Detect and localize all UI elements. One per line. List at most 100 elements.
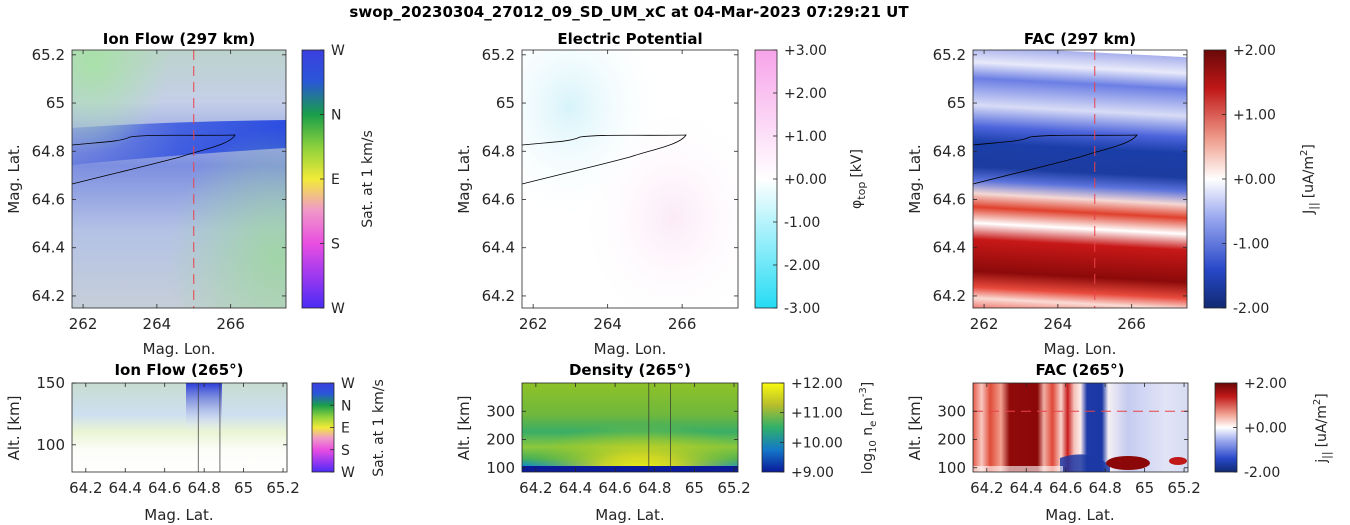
x-tick-label: 65 xyxy=(685,479,704,497)
colorbar-tick-label: E xyxy=(331,172,340,188)
x-tick-label: 266 xyxy=(1117,315,1146,333)
y-axis: 100 150 xyxy=(36,374,287,454)
panel-title: FAC (297 km) xyxy=(1024,30,1136,48)
colorbar-tick-label: N xyxy=(341,398,351,414)
x-tick-label: 262 xyxy=(519,315,548,333)
colorbar-tick-label: +12.00 xyxy=(791,376,843,392)
y-tick-label: 100 xyxy=(937,459,966,477)
colorbar: +2.00 +0.00 -2.00 j||[uA/m2] xyxy=(1214,376,1333,481)
y-tick-label: 65.2 xyxy=(482,46,515,64)
y-tick-label: 65.2 xyxy=(933,46,966,64)
x-tick-label: 64.6 xyxy=(1049,479,1082,497)
y-axis-label: Alt. [km] xyxy=(5,396,23,461)
heatmap-field xyxy=(522,50,738,308)
x-tick-label: 64.6 xyxy=(598,479,631,497)
y-axis-label: Alt. [km] xyxy=(906,396,924,461)
contour-line xyxy=(521,134,687,185)
x-tick-label: 64.2 xyxy=(970,479,1003,497)
colorbar-tick-label: +0.00 xyxy=(1233,172,1276,188)
y-axis-label: Alt. [km] xyxy=(455,396,473,461)
y-tick-label: 64.2 xyxy=(933,287,966,305)
y-tick-label: 64.6 xyxy=(933,190,966,208)
y-tick-label: 65 xyxy=(46,94,65,112)
x-tick-label: 65.2 xyxy=(717,479,750,497)
y-tick-label: 65.2 xyxy=(32,46,65,64)
x-tick-label: 65 xyxy=(1135,479,1154,497)
x-tick-label: 264 xyxy=(143,315,172,333)
heatmap-field xyxy=(72,50,286,308)
cut-lines xyxy=(648,383,671,472)
x-tick-label: 64.2 xyxy=(69,479,102,497)
colorbar: +12.00 +11.00 +10.00 +9.00 log10 ne [m-3] xyxy=(761,376,879,481)
figure-title: swop_20230304_27012_09_SD_UM_xC at 04-Ma… xyxy=(349,3,909,21)
y-tick-label: 64.4 xyxy=(482,239,515,257)
colorbar-tick-label: +11.00 xyxy=(791,406,843,422)
x-tick-label: 262 xyxy=(69,315,98,333)
panel-fac-map: FAC (297 km) 262 264 266 64.2 64.4 64.6 64.8 6… xyxy=(906,30,1320,358)
y-tick-label: 65 xyxy=(496,94,515,112)
y-axis-label: Mag. Lat. xyxy=(906,144,924,213)
colorbar-tick-label: +9.00 xyxy=(791,465,834,481)
colorbar-label: log10 ne [m-3] xyxy=(858,382,879,475)
panel-title: Electric Potential xyxy=(557,30,702,48)
x-axis-label: Mag. Lat. xyxy=(144,506,213,524)
y-tick-label: 65 xyxy=(947,94,966,112)
colorbar-tick-label: W xyxy=(331,301,345,317)
panel-title: FAC (265°) xyxy=(1036,361,1125,379)
x-axis-label: Mag. Lon. xyxy=(143,340,216,358)
x-tick-label: 264 xyxy=(1044,315,1073,333)
y-tick-label: 64.2 xyxy=(32,287,65,305)
y-tick-label: 200 xyxy=(937,431,966,449)
colorbar-label: Sat. at 1 km/s xyxy=(371,379,387,477)
colorbar-tick-label: +1.00 xyxy=(1233,108,1276,124)
x-tick-label: 262 xyxy=(970,315,999,333)
colorbar: +2.00 +1.00 +0.00 -1.00 -2.00 J||[uA/m2] xyxy=(1203,43,1320,317)
x-tick-label: 64.4 xyxy=(1010,479,1043,497)
colorbar-label: j||[uA/m2] xyxy=(1312,393,1333,463)
colorbar-tick-label: W xyxy=(341,376,355,392)
y-tick-label: 64.4 xyxy=(32,239,65,257)
colorbar: +3.00 +2.00 +1.00 +0.00 -1.00 -2.00 -3.00 φtop… xyxy=(754,43,868,317)
colorbar-tick-label: E xyxy=(341,421,350,437)
heatmap-field xyxy=(973,50,1187,308)
x-axis: 64.2 64.4 64.6 64.8 65 65.2 xyxy=(970,383,1201,497)
y-tick-label: 64.6 xyxy=(32,190,65,208)
y-tick-label: 64.8 xyxy=(32,142,65,160)
panel-electric-potential: Electric Potential 262 264 266 64.264.464.… xyxy=(455,30,868,358)
colorbar-tick-label: +2.00 xyxy=(1244,376,1287,392)
colorbar-tick-label: +3.00 xyxy=(784,43,827,59)
panel-ion-flow-map: Ion Flow (297 km) 262 264 266 64.2 64.4 64.6… xyxy=(5,30,376,358)
x-axis: 262 264 266 xyxy=(69,50,245,333)
x-tick-label: 64.4 xyxy=(559,479,592,497)
colorbar-tick-label: -3.00 xyxy=(784,301,820,317)
x-tick-label: 64.4 xyxy=(109,479,142,497)
x-tick-label: 65 xyxy=(234,479,253,497)
colorbar-tick-label: W xyxy=(341,465,355,481)
colorbar-tick-label: +2.00 xyxy=(784,86,827,102)
axes-box xyxy=(521,382,739,473)
x-tick-label: 64.2 xyxy=(519,479,552,497)
y-tick-label: 300 xyxy=(937,402,966,420)
x-axis: 64.2 64.4 64.6 64.8 65 65.2 xyxy=(69,383,300,497)
x-axis-label: Mag. Lon. xyxy=(594,340,667,358)
x-tick-label: 64.6 xyxy=(148,479,181,497)
panel-ion-flow-altitude: Ion Flow (265°) 64.2 64.4 64.6 64.8 65 65.2 1… xyxy=(5,361,387,524)
colorbar: W N E S W Sat. at 1 km/s xyxy=(301,43,376,317)
colorbar-tick-label: +2.00 xyxy=(1233,43,1276,59)
y-tick-label: 100 xyxy=(36,436,65,454)
y-tick-label: 64.8 xyxy=(933,142,966,160)
axes-box xyxy=(972,382,1189,473)
colorbar-tick-label: +10.00 xyxy=(791,435,843,451)
panel-title: Ion Flow (297 km) xyxy=(103,30,255,48)
colorbar-label: J||[uA/m2] xyxy=(1299,144,1320,215)
y-axis-label: Mag. Lat. xyxy=(5,144,23,213)
x-tick-label: 65.2 xyxy=(266,479,299,497)
heatmap-field xyxy=(973,383,1188,472)
colorbar-tick-label: N xyxy=(331,108,341,124)
y-axis: 64.2 64.4 64.6 64.8 65 65.2 xyxy=(32,46,286,305)
colorbar-tick-label: W xyxy=(331,43,345,59)
y-axis: 100 200 300 xyxy=(486,402,738,477)
colorbar-tick-label: S xyxy=(331,237,340,253)
y-tick-label: 64.4 xyxy=(933,239,966,257)
